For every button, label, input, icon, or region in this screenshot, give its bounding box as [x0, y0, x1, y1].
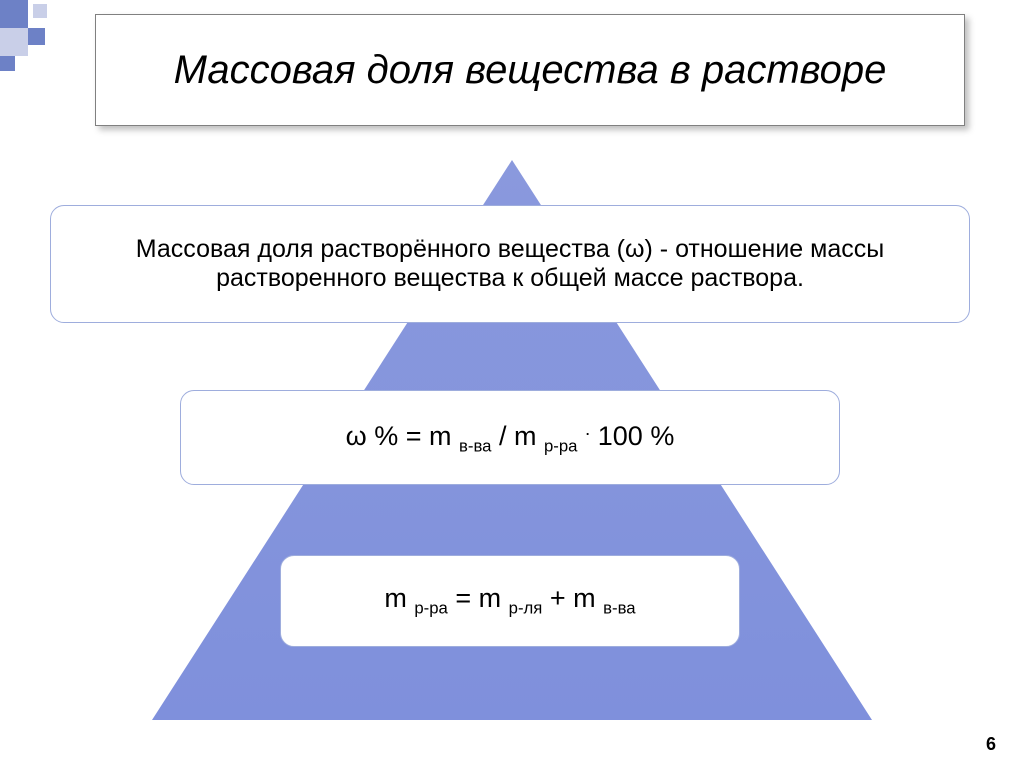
decor-square — [0, 56, 15, 71]
decor-square — [33, 4, 47, 18]
decor-square — [0, 28, 28, 56]
definition-box: Массовая доля растворённого вещества (ω)… — [50, 205, 970, 323]
slide-title: Массовая доля вещества в растворе — [174, 47, 887, 93]
formula-omega: ω % = m в-ва / m р-ра . 100 % — [346, 419, 675, 456]
formula-omega-box: ω % = m в-ва / m р-ра . 100 % — [180, 390, 840, 485]
slide-number: 6 — [986, 734, 996, 755]
corner-decoration — [0, 0, 85, 85]
formula-mass: m р-ра = m р-ля + m в-ва — [384, 583, 635, 618]
definition-text: Массовая доля растворённого вещества (ω)… — [79, 235, 941, 293]
decor-square — [0, 0, 28, 28]
decor-square — [28, 28, 45, 45]
title-container: Массовая доля вещества в растворе — [95, 14, 965, 126]
formula-mass-box: m р-ра = m р-ля + m в-ва — [280, 555, 740, 647]
